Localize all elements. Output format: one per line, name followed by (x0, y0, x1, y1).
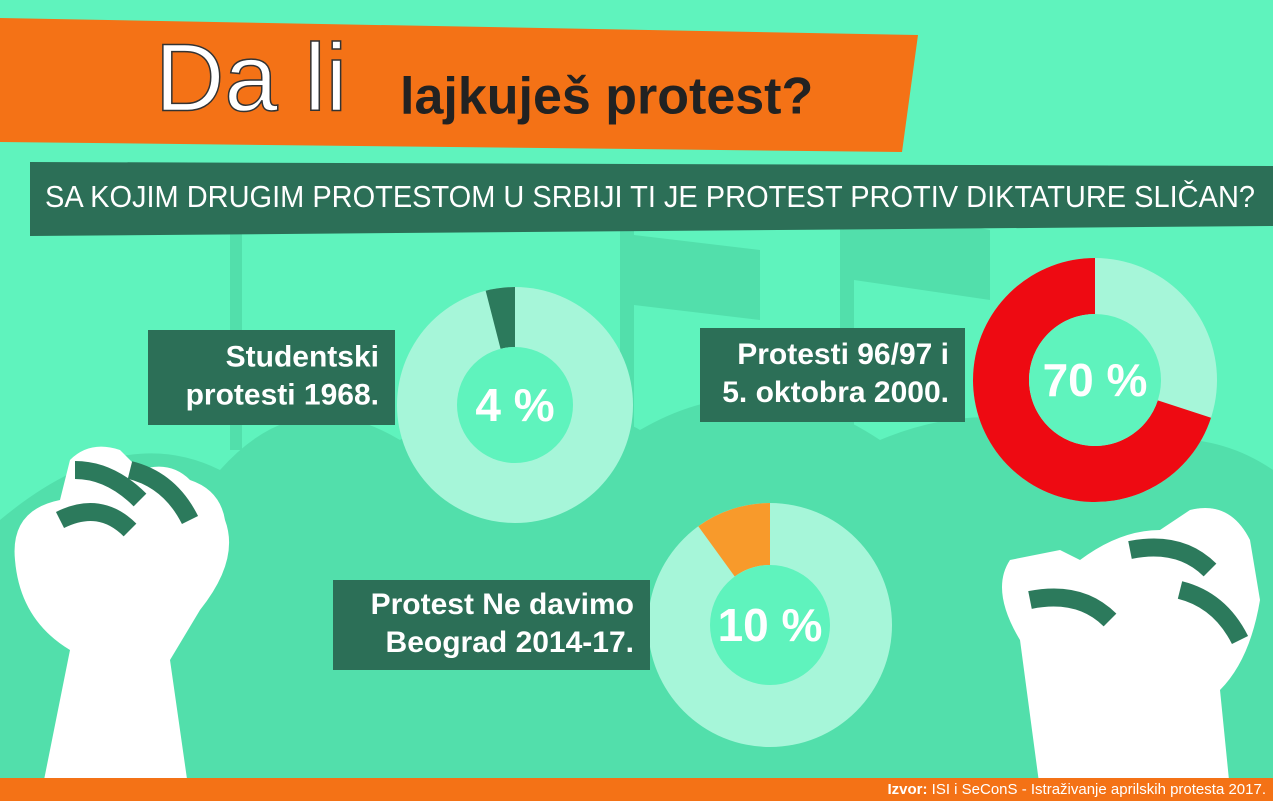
donut-hole (1029, 314, 1161, 446)
source-label: Izvor: (887, 781, 927, 798)
donut-segment (698, 503, 770, 577)
chart-label: Protesti 96/97 i (737, 338, 949, 371)
charts: 4 % Studentski protesti 1968. 70 % Protesti … (148, 258, 1217, 747)
donut-hole (710, 565, 830, 685)
label-box (333, 580, 650, 670)
fist-right (1002, 508, 1260, 790)
question-banner (30, 162, 1273, 236)
value-label: 10 % (718, 599, 823, 651)
donut-hole (457, 347, 573, 463)
source-text: ISI i SeConS - Istraživanje aprilskih pr… (932, 781, 1266, 798)
footer-bar (0, 778, 1273, 801)
chart-label: Beograd 2014-17. (386, 626, 634, 659)
chart-label: Protest Ne davimo (371, 588, 634, 621)
chart-label: 5. oktobra 2000. (722, 376, 949, 409)
chart-label: protesti 1968. (186, 378, 379, 411)
title-banner (0, 18, 918, 152)
title-light: Da li (155, 24, 347, 131)
chart-label: Studentski (226, 340, 379, 373)
title-bold: lajkuješ protest? (400, 68, 813, 126)
value-label: 70 % (1043, 354, 1148, 406)
value-label: 4 % (475, 379, 554, 431)
fist-left (14, 446, 230, 800)
label-box (700, 328, 965, 422)
question: SA KOJIM DRUGIM PROTESTOM U SRBIJI TI JE… (45, 179, 1255, 214)
donut-segment (485, 287, 515, 349)
label-box (148, 330, 395, 425)
donut-segment (972, 258, 1212, 502)
source: Izvor: ISI i SeConS - Istraživanje april… (887, 781, 1266, 798)
